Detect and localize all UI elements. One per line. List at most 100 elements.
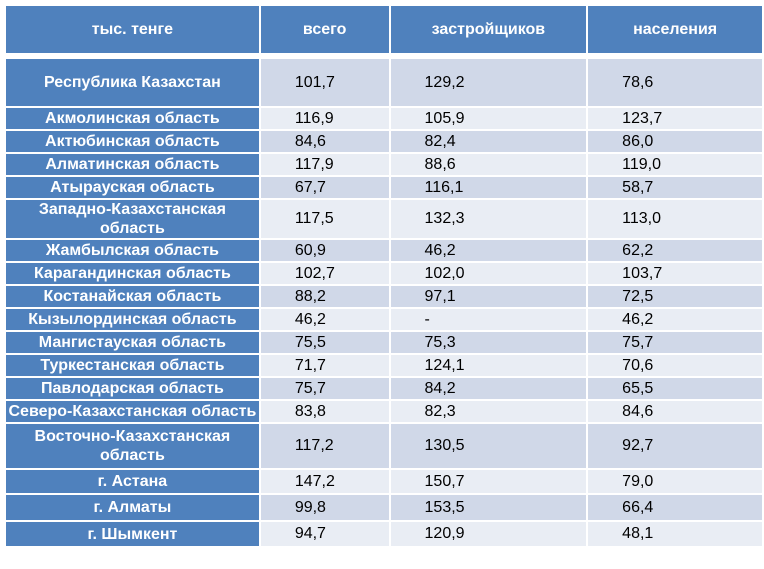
total-cell: 71,7 xyxy=(260,355,389,376)
region-cell: Костанайская область xyxy=(6,286,259,307)
table-row: г. Шымкент 94,7 120,9 48,1 xyxy=(6,522,762,546)
developers-cell: 120,9 xyxy=(390,522,587,546)
developers-cell: 105,9 xyxy=(390,108,587,129)
population-cell: 70,6 xyxy=(588,355,762,376)
total-cell: 102,7 xyxy=(260,263,389,284)
total-cell: 117,2 xyxy=(260,424,389,468)
spacer-cell xyxy=(260,55,389,57)
spacer-cell xyxy=(390,55,587,57)
table-row: Восточно-Казахстанская область 117,2 130,5… xyxy=(6,424,762,468)
developers-cell: 88,6 xyxy=(390,154,587,175)
spacer-row xyxy=(6,55,762,57)
population-cell: 79,0 xyxy=(588,470,762,493)
developers-cell: 116,1 xyxy=(390,177,587,198)
developers-cell: 84,2 xyxy=(390,378,587,399)
total-cell: 147,2 xyxy=(260,470,389,493)
table-row: Актюбинская область 84,6 82,4 86,0 xyxy=(6,131,762,152)
region-cell: Северо-Казахстанская область xyxy=(6,401,259,422)
developers-cell: 130,5 xyxy=(390,424,587,468)
header-unit: тыс. тенге xyxy=(6,6,259,53)
table-row: Туркестанская область 71,7 124,1 70,6 xyxy=(6,355,762,376)
total-cell: 101,7 xyxy=(260,59,389,106)
developers-cell: 132,3 xyxy=(390,200,587,238)
region-cell: Актюбинская область xyxy=(6,131,259,152)
developers-cell: 46,2 xyxy=(390,240,587,261)
total-cell: 75,5 xyxy=(260,332,389,353)
population-cell: 72,5 xyxy=(588,286,762,307)
total-cell: 84,6 xyxy=(260,131,389,152)
table-row: г. Астана 147,2 150,7 79,0 xyxy=(6,470,762,493)
population-cell: 119,0 xyxy=(588,154,762,175)
population-cell: 66,4 xyxy=(588,495,762,520)
region-cell: Акмолинская область xyxy=(6,108,259,129)
developers-cell: 97,1 xyxy=(390,286,587,307)
table-row: Павлодарская область 75,7 84,2 65,5 xyxy=(6,378,762,399)
total-cell: 99,8 xyxy=(260,495,389,520)
region-cell: Атырауская область xyxy=(6,177,259,198)
spacer-cell xyxy=(6,55,259,57)
developers-cell: 75,3 xyxy=(390,332,587,353)
developers-cell: 153,5 xyxy=(390,495,587,520)
table-row: Карагандинская область 102,7 102,0 103,7 xyxy=(6,263,762,284)
developers-cell: 129,2 xyxy=(390,59,587,106)
region-cell: Алматинская область xyxy=(6,154,259,175)
data-table: тыс. тенге всего застройщиков населения … xyxy=(4,4,764,548)
table-row: Костанайская область 88,2 97,1 72,5 xyxy=(6,286,762,307)
population-cell: 78,6 xyxy=(588,59,762,106)
table-body: Республика Казахстан 101,7 129,2 78,6 Акмоли… xyxy=(6,55,762,546)
header-total: всего xyxy=(260,6,389,53)
table-row: Республика Казахстан 101,7 129,2 78,6 xyxy=(6,59,762,106)
population-cell: 58,7 xyxy=(588,177,762,198)
region-cell: Туркестанская область xyxy=(6,355,259,376)
table-row: Акмолинская область 116,9 105,9 123,7 xyxy=(6,108,762,129)
region-cell: г. Шымкент xyxy=(6,522,259,546)
table-row: Атырауская область 67,7 116,1 58,7 xyxy=(6,177,762,198)
developers-cell: 82,3 xyxy=(390,401,587,422)
developers-cell: 124,1 xyxy=(390,355,587,376)
developers-cell: 82,4 xyxy=(390,131,587,152)
population-cell: 113,0 xyxy=(588,200,762,238)
table-row: Алматинская область 117,9 88,6 119,0 xyxy=(6,154,762,175)
total-cell: 88,2 xyxy=(260,286,389,307)
region-cell: г. Алматы xyxy=(6,495,259,520)
total-cell: 46,2 xyxy=(260,309,389,330)
total-cell: 83,8 xyxy=(260,401,389,422)
total-cell: 67,7 xyxy=(260,177,389,198)
population-cell: 62,2 xyxy=(588,240,762,261)
table-row: Жамбылская область 60,9 46,2 62,2 xyxy=(6,240,762,261)
region-cell: г. Астана xyxy=(6,470,259,493)
population-cell: 84,6 xyxy=(588,401,762,422)
population-cell: 103,7 xyxy=(588,263,762,284)
spacer-cell xyxy=(588,55,762,57)
table-row: Кызылординская область 46,2-46,2 xyxy=(6,309,762,330)
header-population: населения xyxy=(588,6,762,53)
region-cell: Жамбылская область xyxy=(6,240,259,261)
population-cell: 86,0 xyxy=(588,131,762,152)
population-cell: 65,5 xyxy=(588,378,762,399)
population-cell: 48,1 xyxy=(588,522,762,546)
table-row: Мангистауская область 75,5 75,3 75,7 xyxy=(6,332,762,353)
total-cell: 117,9 xyxy=(260,154,389,175)
region-cell: Карагандинская область xyxy=(6,263,259,284)
table-row: Северо-Казахстанская область 83,8 82,3 84,6 xyxy=(6,401,762,422)
total-cell: 116,9 xyxy=(260,108,389,129)
total-cell: 94,7 xyxy=(260,522,389,546)
developers-cell: - xyxy=(390,309,587,330)
developers-cell: 150,7 xyxy=(390,470,587,493)
region-cell: Павлодарская область xyxy=(6,378,259,399)
header-row: тыс. тенге всего застройщиков населения xyxy=(6,6,762,53)
table-row: г. Алматы 99,8 153,5 66,4 xyxy=(6,495,762,520)
population-cell: 123,7 xyxy=(588,108,762,129)
region-cell: Республика Казахстан xyxy=(6,59,259,106)
table-row: Западно-Казахстанская область 117,5 132,3 1… xyxy=(6,200,762,238)
header-developers: застройщиков xyxy=(390,6,587,53)
population-cell: 92,7 xyxy=(588,424,762,468)
population-cell: 75,7 xyxy=(588,332,762,353)
region-cell: Мангистауская область xyxy=(6,332,259,353)
region-cell: Восточно-Казахстанская область xyxy=(6,424,259,468)
region-cell: Кызылординская область xyxy=(6,309,259,330)
population-cell: 46,2 xyxy=(588,309,762,330)
total-cell: 60,9 xyxy=(260,240,389,261)
developers-cell: 102,0 xyxy=(390,263,587,284)
region-cell: Западно-Казахстанская область xyxy=(6,200,259,238)
